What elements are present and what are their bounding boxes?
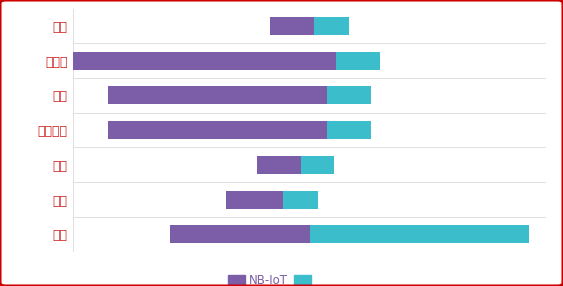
- Bar: [257, 156, 301, 174]
- Bar: [327, 121, 371, 139]
- Bar: [314, 17, 349, 35]
- Bar: [283, 190, 319, 208]
- Bar: [327, 86, 371, 104]
- Bar: [336, 52, 379, 70]
- Bar: [73, 52, 336, 70]
- Bar: [169, 225, 310, 243]
- Bar: [310, 225, 529, 243]
- Bar: [301, 156, 334, 174]
- Bar: [226, 190, 283, 208]
- Bar: [108, 121, 327, 139]
- Legend: NB-IoT, : NB-IoT,: [224, 269, 320, 286]
- Bar: [108, 86, 327, 104]
- Bar: [270, 17, 314, 35]
